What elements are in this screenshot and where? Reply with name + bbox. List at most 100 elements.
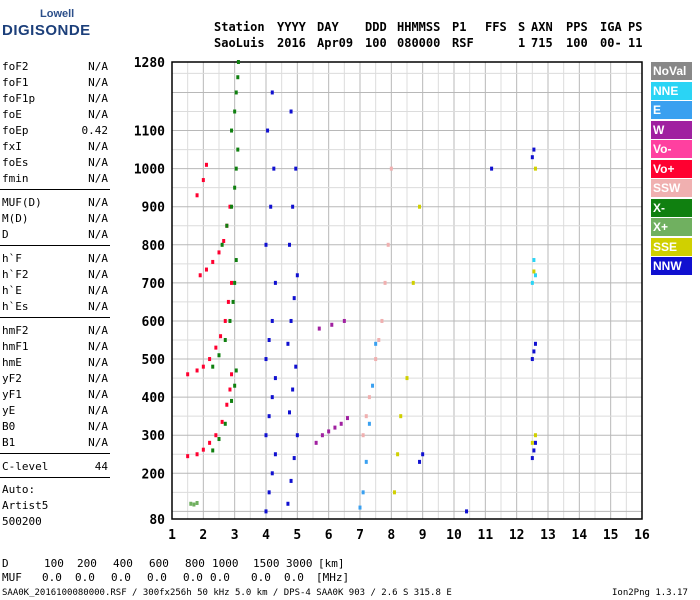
trace [530,147,537,461]
trace-point [314,440,318,445]
trace-point [374,341,378,346]
trace [392,204,422,495]
trace-point [292,296,296,301]
trace-point [201,447,205,452]
trace-point [361,490,365,495]
trace [211,368,238,453]
header-label: DDD [365,20,387,34]
trace-point [186,372,190,377]
muf-value: 0.0 [147,571,167,584]
trace-point [291,204,295,209]
header-value: 1 [518,36,526,50]
trace-point [317,326,321,331]
legend-item: Vo+ [651,159,692,178]
param-label: MUF(D) [2,196,42,209]
trace-point [530,155,534,160]
y-tick-label: 1000 [134,163,165,178]
param-label: yF1 [2,388,22,401]
trace-point [266,128,270,133]
trace-point [220,242,224,247]
param-label: h`F [2,252,22,265]
param-value: N/A [88,356,108,369]
trace-point [230,372,234,377]
param-row: fxI N/A [2,140,108,155]
trace-point [267,338,271,343]
x-tick-label: 8 [387,528,395,543]
logo-digisonde: DIGISONDE [2,22,91,39]
trace-point [367,395,371,400]
muf-value: 0.0 [75,571,95,584]
trace-point [234,166,238,171]
legend-item: NoVal [651,62,692,80]
param-value: N/A [88,340,108,353]
param-label: hmF1 [2,340,29,353]
trace-point [230,280,234,285]
param-row: D N/A [2,228,108,243]
trace-point [289,478,293,483]
trace-point [208,440,212,445]
trace [264,90,277,514]
trace-point [219,334,223,339]
distance-label: D [2,557,9,570]
param-label: fmin [2,172,29,185]
trace-point [228,387,232,392]
trace-point [270,395,274,400]
trace-point [220,419,224,424]
param-label: hmF2 [2,324,29,337]
divider [0,477,110,478]
trace [230,60,240,133]
param-row: yF1 N/A [2,388,108,403]
distance-value: 600 [149,557,169,570]
param-label: yE [2,404,16,417]
header-label: S [518,20,526,34]
x-tick-label: 13 [540,528,556,543]
trace [211,258,238,369]
y-tick-label: 500 [142,353,166,368]
param-value: N/A [88,60,108,73]
trace [186,280,234,377]
param-value: N/A [88,388,108,401]
trace-point [195,193,199,198]
param-row: foEp 0.42 [2,124,108,139]
trace [286,109,299,506]
param-value: N/A [88,324,108,337]
header-value: 11 [628,36,643,50]
trace-point [367,421,371,426]
distance-value: 100 [44,557,64,570]
trace-point [295,273,299,278]
trace [530,166,537,445]
x-tick-label: 11 [478,528,494,543]
legend-item: NNE [651,81,692,100]
chart-frame [171,61,643,520]
param-label: C-level [2,460,49,473]
header-value: 715 [531,36,553,50]
trace-point [195,501,199,506]
param-value: N/A [88,420,108,433]
header-label: PS [628,20,643,34]
trace-point [421,452,425,457]
legend-item: SSW [651,179,692,197]
param-row: B0 N/A [2,420,108,435]
header-label: Station [214,20,265,34]
trace-point [533,433,537,438]
trace-point [399,414,403,419]
trace-point [226,299,230,304]
param-row: h`Es N/A [2,300,108,315]
trace-point [273,280,277,285]
x-tick-label: 2 [199,528,207,543]
trace-point [186,454,190,459]
trace-point [201,364,205,369]
header-value: 100 [365,36,387,50]
param-value: N/A [88,268,108,281]
param-label: h`F2 [2,268,29,281]
trace-point [217,250,221,255]
trace-point [211,364,215,369]
param-row: h`F2 N/A [2,268,108,283]
header-value: RSF [452,36,474,50]
trace-point [533,273,537,278]
trace-point [214,345,218,350]
auto-version: 500200 [2,515,42,528]
trace-point [234,368,238,373]
trace-point [532,269,536,274]
param-value: N/A [88,300,108,313]
